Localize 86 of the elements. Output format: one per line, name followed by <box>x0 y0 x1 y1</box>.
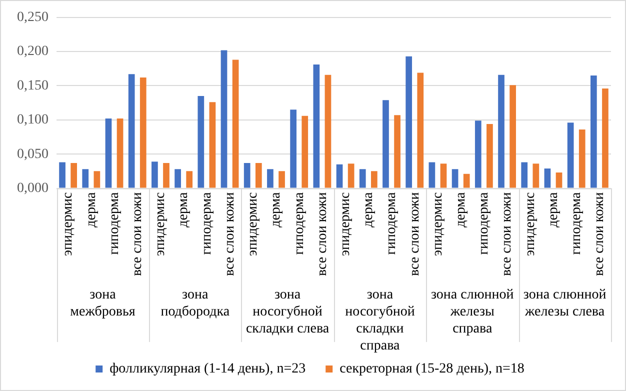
x-tick-label: все слои кожи <box>314 192 330 276</box>
x-tick-label: гиподерма <box>476 192 492 255</box>
x-tick-label: все слои кожи <box>222 192 238 276</box>
bar <box>244 162 250 188</box>
bar <box>336 164 343 188</box>
x-tick-label: эпидермис <box>338 192 353 256</box>
bar <box>371 171 378 188</box>
x-tick-label: эпидермис <box>430 192 446 256</box>
bar <box>94 171 100 188</box>
y-tick-label: 0,250 <box>17 10 48 26</box>
x-tick-label: дерма <box>453 191 468 228</box>
bar <box>510 85 516 188</box>
y-tick-label: 0,200 <box>17 44 48 60</box>
x-tick-label: дерма <box>546 191 561 228</box>
bar <box>116 118 124 188</box>
text: зона слюнной железы справа <box>430 288 514 337</box>
bar <box>452 169 458 188</box>
bar <box>474 120 482 188</box>
bar <box>174 169 181 188</box>
bar <box>186 171 193 188</box>
x-tick-label: дерма <box>84 191 99 228</box>
bar <box>105 118 112 188</box>
bar <box>486 124 493 188</box>
bar <box>140 78 146 188</box>
bar <box>220 50 228 188</box>
x-tick-label: дерма <box>176 191 192 228</box>
x-tick-label: гиподерма <box>384 192 400 255</box>
x-tick-label: эпидермис <box>246 192 261 256</box>
bar <box>417 72 424 188</box>
bar <box>267 169 274 188</box>
legend-label: фолликулярная (1-14 день), n=23 <box>110 362 306 377</box>
text: зона межбровья <box>70 288 136 320</box>
bar <box>152 162 158 188</box>
x-tick-label: гиподерма <box>569 192 584 255</box>
x-tick-label: гиподерма <box>106 192 122 255</box>
bar <box>348 164 354 188</box>
x-tick-label: все слои кожи <box>592 192 608 276</box>
x-tick-label: все слои кожи <box>130 192 146 276</box>
x-tick-label: гиподерма <box>199 192 214 255</box>
bar <box>440 164 447 188</box>
text: зона носогубной складки слева <box>246 288 330 337</box>
legend-label: секреторная (15-28 день), n=18 <box>340 362 524 377</box>
bar <box>578 129 586 188</box>
bar <box>163 162 170 188</box>
x-tick-label: эпидермис <box>153 192 168 256</box>
x-tick-label: все слои кожи <box>500 192 515 276</box>
x-tick-label: эпидермис <box>522 192 538 256</box>
text: зона носогубной складки справа <box>345 288 416 354</box>
y-tick-label: 0,000 <box>17 180 48 196</box>
bar <box>209 102 216 188</box>
bar <box>290 110 296 188</box>
bar <box>532 164 540 188</box>
bar <box>394 115 400 188</box>
bar <box>59 162 66 188</box>
bar <box>313 64 320 188</box>
x-tick-label: все слои кожи <box>407 192 422 276</box>
bar <box>302 116 308 188</box>
bar <box>463 174 470 188</box>
bar <box>406 56 412 188</box>
y-tick-label: 0,100 <box>17 112 48 128</box>
x-tick-label: дерма <box>268 191 284 228</box>
bar <box>544 168 551 188</box>
bar <box>324 74 332 188</box>
bar <box>278 171 285 188</box>
bar <box>70 162 78 188</box>
text: зона слюнной железы слева <box>523 288 607 320</box>
x-tick-label: гиподерма <box>292 192 307 255</box>
bar <box>556 172 562 188</box>
bar <box>567 122 574 188</box>
y-tick-label: 0,050 <box>17 146 48 162</box>
bar <box>602 88 608 188</box>
x-tick-label: эпидермис <box>60 192 76 256</box>
bar <box>498 74 504 188</box>
bar <box>428 162 436 188</box>
bar <box>382 100 389 188</box>
y-tick-label: 0,150 <box>17 78 48 94</box>
bar <box>255 162 262 188</box>
bar <box>82 169 89 188</box>
bar <box>359 169 366 188</box>
x-tick-label: дерма <box>361 191 376 228</box>
text: зона подбородка <box>160 288 230 320</box>
bar <box>128 74 135 188</box>
bar <box>521 162 528 188</box>
bar <box>590 75 597 188</box>
bar <box>198 96 204 188</box>
bar <box>232 60 239 188</box>
